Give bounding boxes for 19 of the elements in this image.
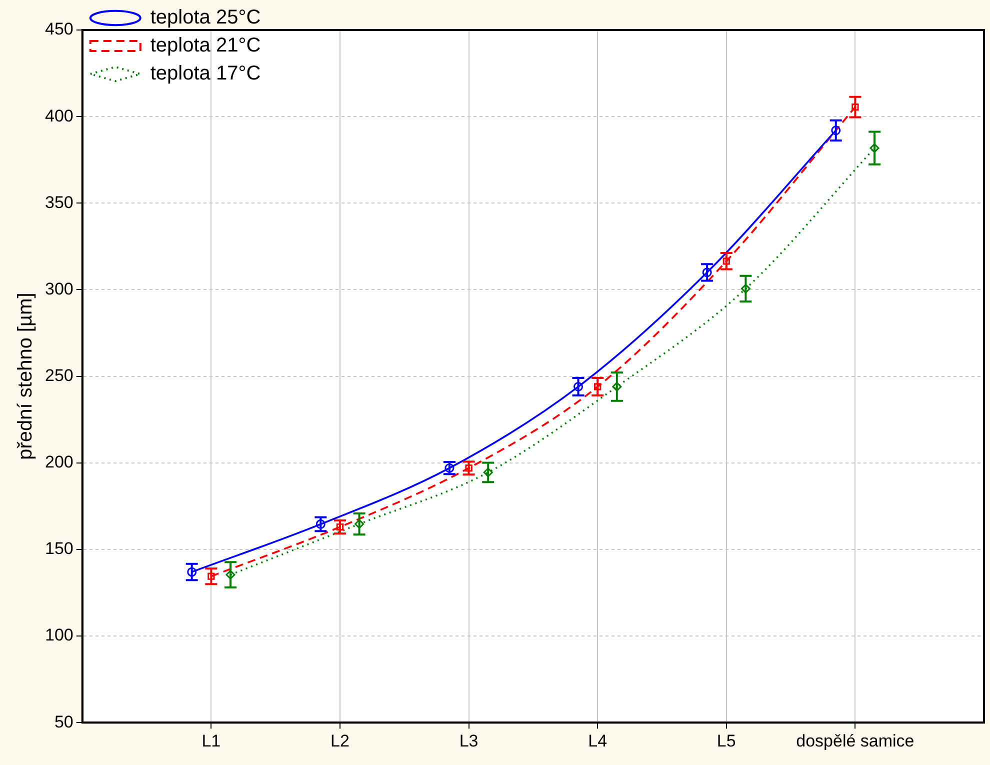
y-axis-title: přední stehno [µm] <box>14 292 37 460</box>
y-tick-label: 300 <box>44 279 74 298</box>
x-tick-label: L4 <box>588 731 608 750</box>
x-tick-label: L5 <box>716 731 736 750</box>
y-tick-label: 150 <box>44 539 74 558</box>
y-tick-label: 200 <box>44 452 74 472</box>
legend-label: teplota 21°C <box>150 34 261 57</box>
y-tick-label: 100 <box>44 626 74 645</box>
legend-label: teplota 17°C <box>150 62 261 85</box>
x-tick-label: dospělé samice <box>796 731 914 750</box>
y-tick-label: 50 <box>54 712 74 732</box>
y-tick-label: 350 <box>44 192 74 212</box>
legend-label: teplota 25°C <box>150 6 261 29</box>
x-tick-label: L2 <box>330 731 350 750</box>
y-tick-label: 250 <box>44 366 74 385</box>
x-tick-label: L3 <box>459 731 478 750</box>
y-tick-label: 400 <box>44 106 74 126</box>
y-tick-label: 450 <box>44 20 74 39</box>
x-tick-label: L1 <box>202 731 221 750</box>
